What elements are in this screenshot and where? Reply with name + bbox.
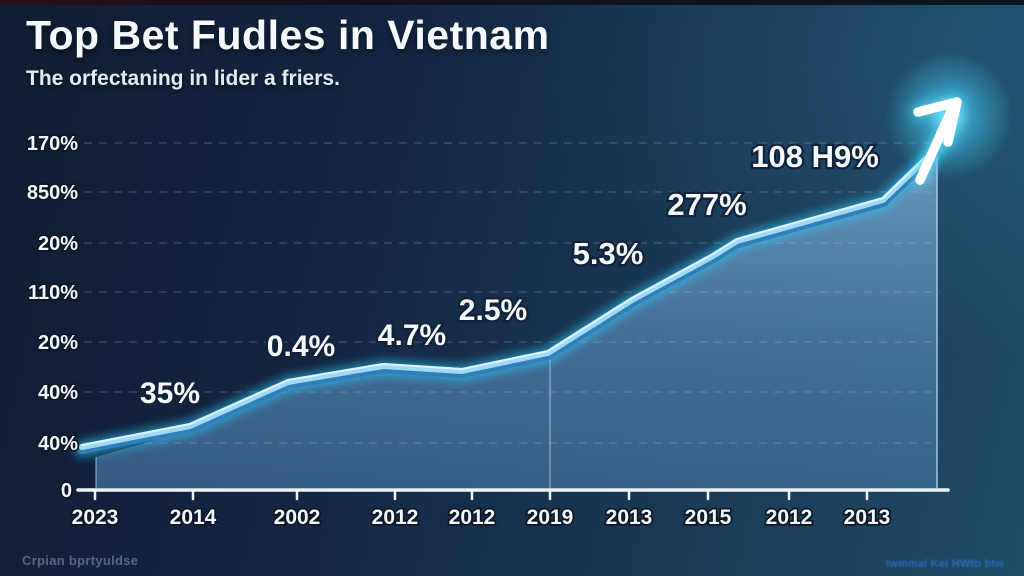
x-tick-label: 2012 (372, 506, 419, 529)
x-tick-label: 2013 (606, 506, 653, 529)
y-axis-labels: 170% 850% 20% 110% 20% 40% 40% 0 (25, 131, 80, 504)
data-point-labels: 35% 0.4% 4.7% 2.5% 5.3% 277% 108 H9% (138, 137, 881, 413)
x-tick-label: 2012 (449, 506, 496, 529)
y-tick-label: 20% (38, 233, 78, 255)
x-tick-label: 2023 (72, 506, 119, 529)
data-label: 35% (140, 377, 200, 410)
chart-header: Top Bet Fudles in Vietnam The orfectanin… (26, 12, 550, 91)
y-tick-label: 170% (27, 133, 78, 155)
x-tick-label: 2013 (844, 506, 891, 529)
page-subtitle: The orfectaning in lider a friers. (26, 67, 340, 90)
y-tick-label: 850% (27, 182, 78, 204)
y-tick-label: 0 (61, 480, 72, 502)
y-tick-label: 40% (38, 382, 78, 404)
y-tick-label: 110% (28, 282, 78, 304)
trend-line (73, 141, 946, 458)
data-label: 2.5% (459, 294, 527, 327)
trend-arrow-icon (885, 52, 1013, 186)
x-axis (76, 488, 950, 501)
data-label: 0.4% (267, 330, 335, 363)
x-axis-labels: 2023 2014 2002 2012 2012 2019 2013 2015 … (70, 504, 892, 531)
area-fill (96, 152, 937, 488)
data-label: 5.3% (573, 236, 644, 271)
footer-caption: Crpian bprtyuldse (22, 553, 139, 568)
footer-watermark: Iwmmal Kei HWtb btw (886, 558, 1005, 570)
top-edge-strip (0, 0, 1024, 5)
x-tick-label: 2014 (170, 506, 217, 529)
x-tick-label: 2019 (527, 506, 574, 529)
data-label: 4.7% (378, 319, 446, 352)
x-tick-label: 2015 (685, 506, 732, 529)
gridlines (84, 142, 940, 444)
data-label: 108 H9% (751, 139, 879, 174)
y-tick-label: 40% (38, 433, 78, 455)
x-tick-label: 2002 (274, 506, 321, 529)
y-tick-label: 20% (38, 332, 78, 354)
data-label: 277% (667, 187, 746, 222)
x-tick-label: 2012 (766, 506, 813, 529)
page-title: Top Bet Fudles in Vietnam (26, 12, 550, 58)
